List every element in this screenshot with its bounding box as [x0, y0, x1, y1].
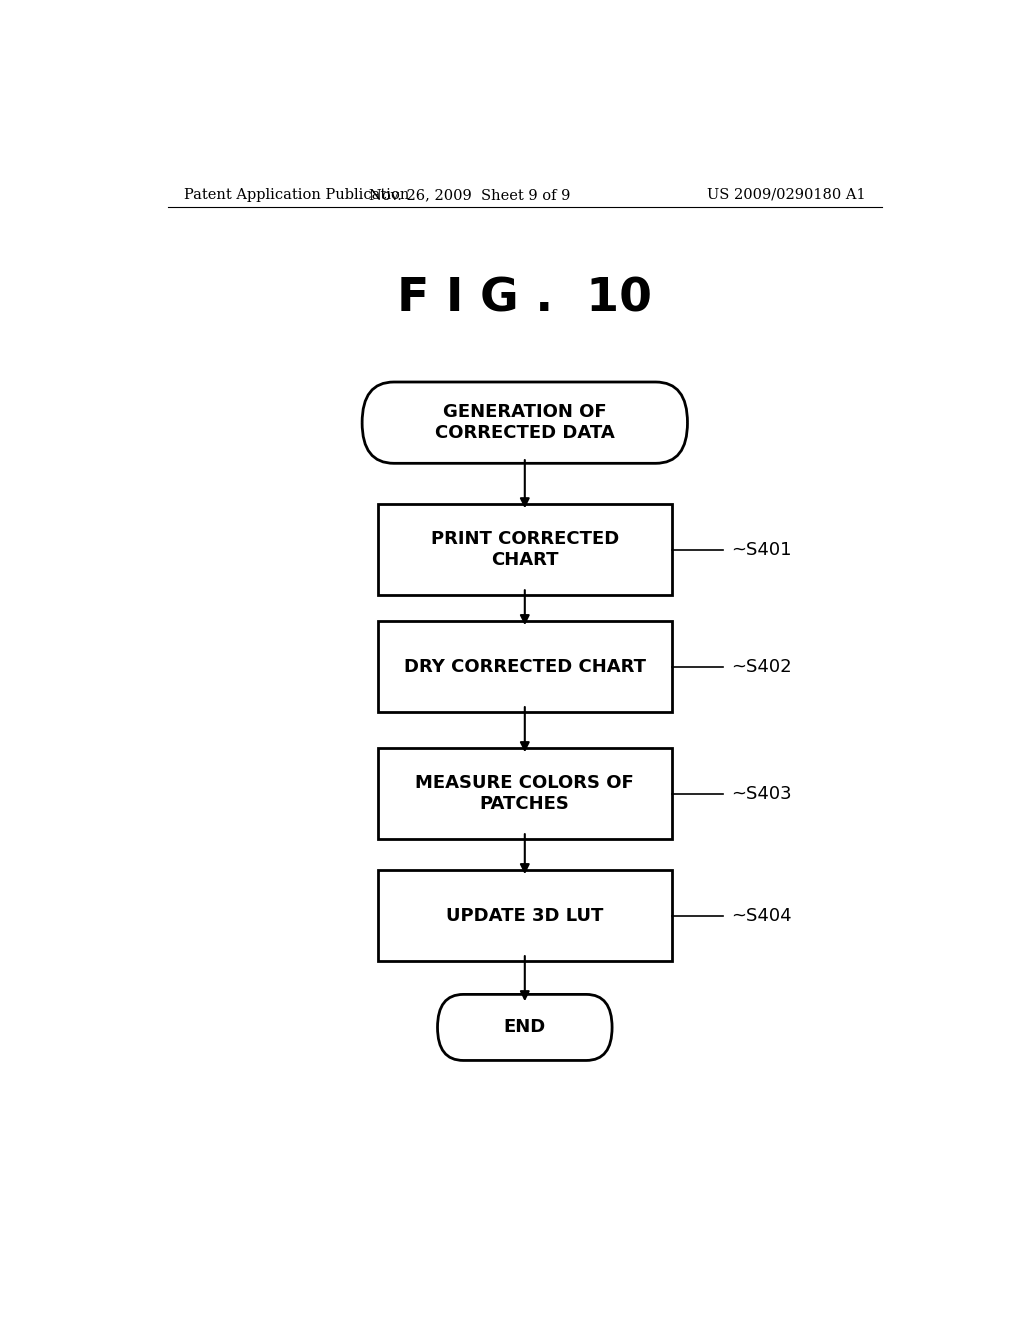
Text: MEASURE COLORS OF
PATCHES: MEASURE COLORS OF PATCHES: [416, 775, 634, 813]
Text: F I G .  10: F I G . 10: [397, 276, 652, 321]
FancyBboxPatch shape: [437, 994, 612, 1060]
FancyBboxPatch shape: [362, 381, 687, 463]
Text: UPDATE 3D LUT: UPDATE 3D LUT: [446, 907, 603, 924]
Text: Patent Application Publication: Patent Application Publication: [183, 187, 409, 202]
FancyBboxPatch shape: [378, 620, 672, 713]
FancyBboxPatch shape: [378, 504, 672, 595]
Text: GENERATION OF
CORRECTED DATA: GENERATION OF CORRECTED DATA: [435, 404, 614, 442]
FancyBboxPatch shape: [378, 748, 672, 840]
Text: ~S401: ~S401: [731, 541, 792, 558]
Text: DRY CORRECTED CHART: DRY CORRECTED CHART: [403, 657, 646, 676]
Text: ~S403: ~S403: [731, 784, 792, 803]
Text: ~S404: ~S404: [731, 907, 792, 924]
Text: Nov. 26, 2009  Sheet 9 of 9: Nov. 26, 2009 Sheet 9 of 9: [369, 187, 570, 202]
Text: END: END: [504, 1019, 546, 1036]
FancyBboxPatch shape: [378, 870, 672, 961]
Text: PRINT CORRECTED
CHART: PRINT CORRECTED CHART: [431, 531, 618, 569]
Text: US 2009/0290180 A1: US 2009/0290180 A1: [708, 187, 866, 202]
Text: ~S402: ~S402: [731, 657, 792, 676]
